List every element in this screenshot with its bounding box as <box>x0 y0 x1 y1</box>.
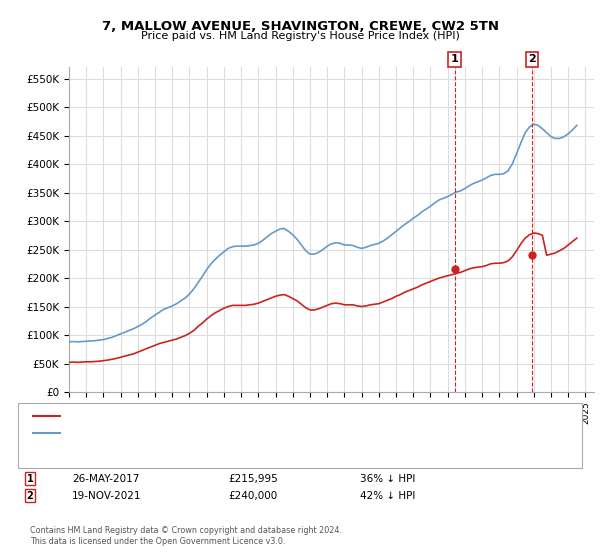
Text: £215,995: £215,995 <box>228 474 278 484</box>
Text: 19-NOV-2021: 19-NOV-2021 <box>72 491 142 501</box>
Text: Price paid vs. HM Land Registry's House Price Index (HPI): Price paid vs. HM Land Registry's House … <box>140 31 460 41</box>
Text: 2: 2 <box>528 54 536 64</box>
Text: 1: 1 <box>451 54 458 64</box>
Text: 42% ↓ HPI: 42% ↓ HPI <box>360 491 415 501</box>
Text: 1: 1 <box>26 474 34 484</box>
Text: 36% ↓ HPI: 36% ↓ HPI <box>360 474 415 484</box>
Text: 7, MALLOW AVENUE, SHAVINGTON, CREWE, CW2 5TN (detached house): 7, MALLOW AVENUE, SHAVINGTON, CREWE, CW2… <box>65 411 404 420</box>
Text: £240,000: £240,000 <box>228 491 277 501</box>
Text: 7, MALLOW AVENUE, SHAVINGTON, CREWE, CW2 5TN: 7, MALLOW AVENUE, SHAVINGTON, CREWE, CW2… <box>101 20 499 32</box>
Text: 26-MAY-2017: 26-MAY-2017 <box>72 474 139 484</box>
Text: 2: 2 <box>26 491 34 501</box>
Text: HPI: Average price, detached house, Cheshire East: HPI: Average price, detached house, Ches… <box>65 429 306 438</box>
Text: Contains HM Land Registry data © Crown copyright and database right 2024.
This d: Contains HM Land Registry data © Crown c… <box>30 526 342 546</box>
